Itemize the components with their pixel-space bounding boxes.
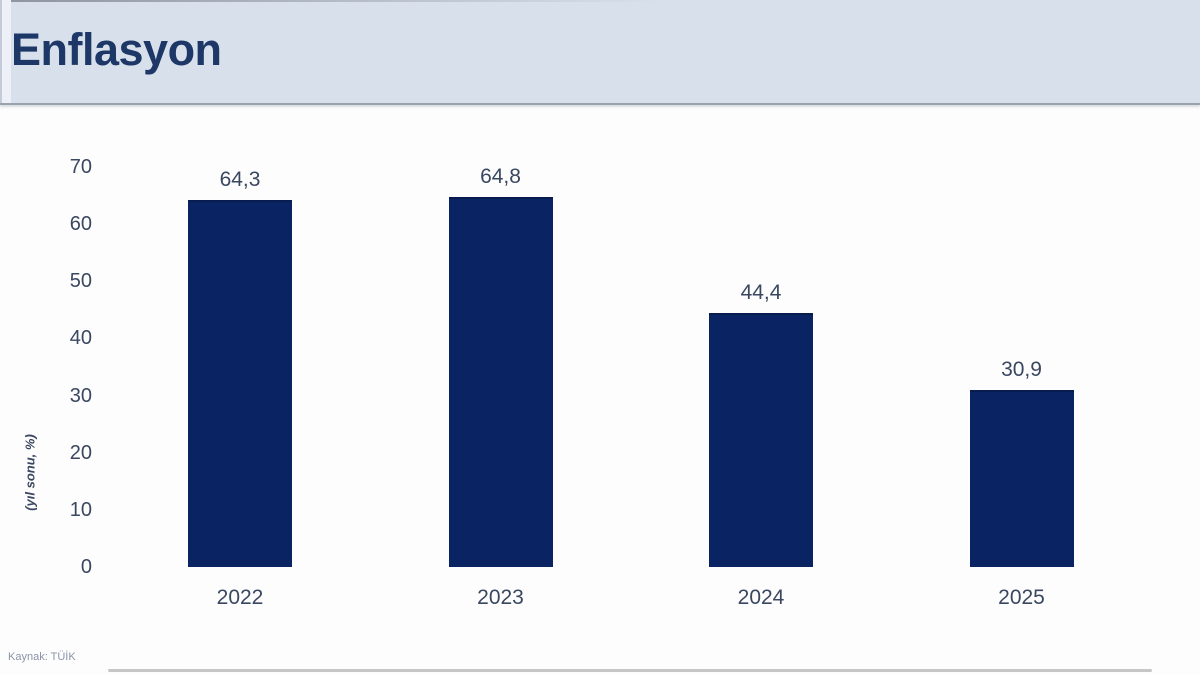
slide-header: Enflasyon	[0, 0, 1200, 105]
inflation-bar-chart: (yıl sonu, %) 0 10 20 30 40 50 60 70 64,3 2022 64…	[0, 103, 1200, 672]
header-left-strip	[0, 0, 11, 103]
y-tick-label: 0	[80, 556, 92, 578]
x-axis-line	[108, 669, 1152, 672]
y-tick-label: 30	[69, 384, 92, 407]
y-tick-label: 50	[69, 270, 92, 293]
bar-value-label: 64,3	[219, 167, 261, 191]
bar-value-label: 30,9	[1001, 358, 1042, 382]
y-tick-label: 60	[69, 213, 92, 236]
bar-value-label: 44,4	[740, 281, 782, 305]
bar-2022	[188, 199, 292, 567]
y-tick-label: 20	[69, 441, 92, 464]
x-tick-label: 2022	[216, 586, 264, 609]
bar-2023	[448, 196, 553, 567]
bar-value-label: 64,8	[480, 164, 521, 188]
y-tick-label: 70	[69, 156, 92, 178]
bar-2024	[709, 313, 813, 567]
y-tick-label: 40	[69, 327, 92, 350]
x-tick-label: 2023	[477, 586, 524, 609]
page-title: Enflasyon	[11, 24, 222, 75]
x-tick-label: 2025	[998, 586, 1045, 609]
bar-2025	[969, 390, 1074, 567]
x-tick-label: 2024	[737, 586, 785, 609]
source-note: Kaynak: TÜİK	[8, 651, 76, 663]
y-tick-label: 10	[69, 498, 92, 521]
